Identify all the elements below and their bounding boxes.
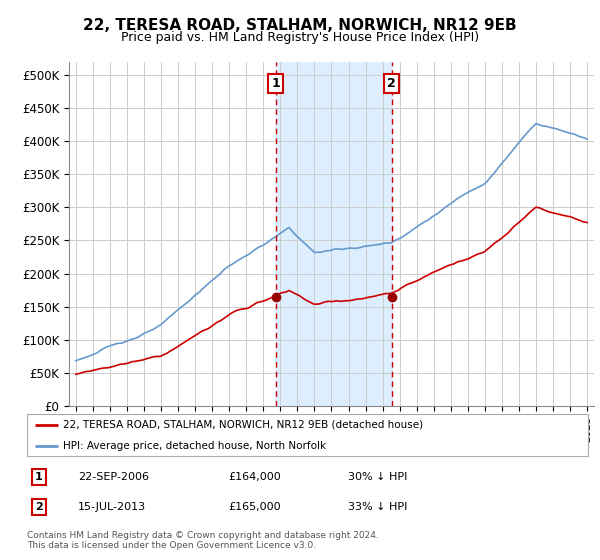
Text: 1: 1 [35,472,43,482]
Text: 22, TERESA ROAD, STALHAM, NORWICH, NR12 9EB: 22, TERESA ROAD, STALHAM, NORWICH, NR12 … [83,18,517,33]
Text: Contains HM Land Registry data © Crown copyright and database right 2024.
This d: Contains HM Land Registry data © Crown c… [27,531,379,550]
Text: £165,000: £165,000 [228,502,281,512]
Bar [276,62,392,406]
Text: 2: 2 [35,502,43,512]
Text: HPI: Average price, detached house, North Norfolk: HPI: Average price, detached house, Nort… [64,441,326,451]
Text: 15-JUL-2013: 15-JUL-2013 [78,502,146,512]
Text: 2: 2 [388,77,396,90]
Text: £164,000: £164,000 [228,472,281,482]
Text: 30% ↓ HPI: 30% ↓ HPI [348,472,407,482]
Text: 22, TERESA ROAD, STALHAM, NORWICH, NR12 9EB (detached house): 22, TERESA ROAD, STALHAM, NORWICH, NR12 … [64,420,424,430]
Text: 1: 1 [271,77,280,90]
Text: Price paid vs. HM Land Registry's House Price Index (HPI): Price paid vs. HM Land Registry's House … [121,31,479,44]
Text: 22-SEP-2006: 22-SEP-2006 [78,472,149,482]
Text: 33% ↓ HPI: 33% ↓ HPI [348,502,407,512]
